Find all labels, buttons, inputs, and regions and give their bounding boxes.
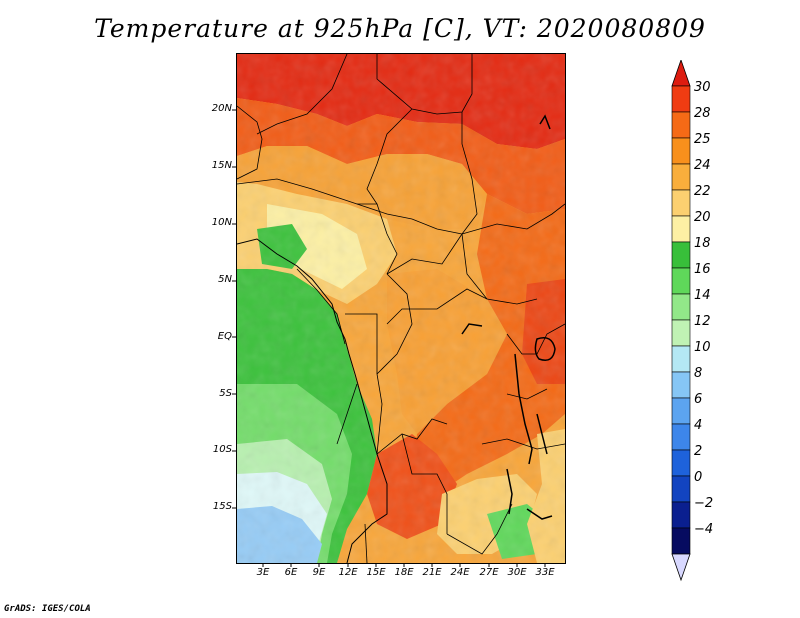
lat-label-15n: 15N [211,160,232,171]
temperature-map [236,53,566,564]
colorbar-cell [671,215,691,243]
colorbar-label-2: 2 [694,444,703,459]
temperature-field [237,54,565,563]
lat-label-10n: 10N [211,217,232,228]
coastline [237,238,388,563]
colorbar-label-25: 25 [694,132,711,147]
colorbar-label-28: 28 [694,106,711,121]
map-title: Temperature at 925hPa [C], VT: 202008080… [94,14,706,43]
colorbar-cell [671,319,691,347]
colorbar-label-24: 24 [694,158,711,173]
lat-label-5s: 5S [219,388,232,399]
colorbar-top-arrow [671,60,691,87]
lat-label-eq: EQ [217,331,232,342]
country-boundaries [237,54,565,563]
colorbar-cell [671,189,691,217]
lon-label-21e: 21E [422,567,442,578]
colorbar-cell [671,501,691,529]
colorbar-cell [671,527,691,555]
colorbar-bottom-arrow [671,553,691,582]
colorbar-label-minus2: −2 [694,496,714,511]
colorbar-cell [671,475,691,503]
lon-label-33e: 33E [535,567,555,578]
colorbar-cell [671,267,691,295]
colorbar-label-12: 12 [694,314,711,329]
lat-label-10s: 10S [212,444,232,455]
colorbar-label-22: 22 [694,184,711,199]
colorbar-label-30: 30 [694,80,711,95]
lon-label-15e: 15E [366,567,386,578]
lat-label-5n: 5N [218,274,232,285]
lon-label-27e: 27E [479,567,499,578]
lon-label-3e: 3E [256,567,270,578]
colorbar-label-18: 18 [694,236,711,251]
colorbar-label-minus4: −4 [694,522,714,537]
lat-label-15s: 15S [212,501,232,512]
axis-ticks [232,109,546,567]
lon-label-12e: 12E [338,567,358,578]
lon-label-9e: 9E [312,567,326,578]
colorbar-cell [671,85,691,113]
lon-label-18e: 18E [394,567,414,578]
grads-credit: GrADS: IGES/COLA [4,604,91,614]
field-texture [237,54,565,563]
colorbar-cell [671,397,691,425]
colorbar-cell [671,423,691,451]
colorbar-cell [671,293,691,321]
colorbar-label-14: 14 [694,288,711,303]
colorbar-label-20: 20 [694,210,711,225]
lon-label-24e: 24E [450,567,470,578]
lon-label-30e: 30E [507,567,527,578]
colorbar-cell [671,345,691,373]
colorbar-label-0: 0 [694,470,703,485]
colorbar-cell [671,371,691,399]
colorbar-label-10: 10 [694,340,711,355]
colorbar-cell [671,241,691,269]
lat-label-20n: 20N [211,103,232,114]
colorbar-label-6: 6 [694,392,703,407]
colorbar [671,60,691,582]
colorbar-label-16: 16 [694,262,711,277]
colorbar-cell [671,111,691,139]
colorbar-cell [671,163,691,191]
colorbar-label-8: 8 [694,366,703,381]
colorbar-label-4: 4 [694,418,703,433]
colorbar-cell [671,449,691,477]
lon-label-6e: 6E [284,567,298,578]
lakes [461,114,556,520]
colorbar-cells [671,60,691,582]
colorbar-cell [671,137,691,165]
